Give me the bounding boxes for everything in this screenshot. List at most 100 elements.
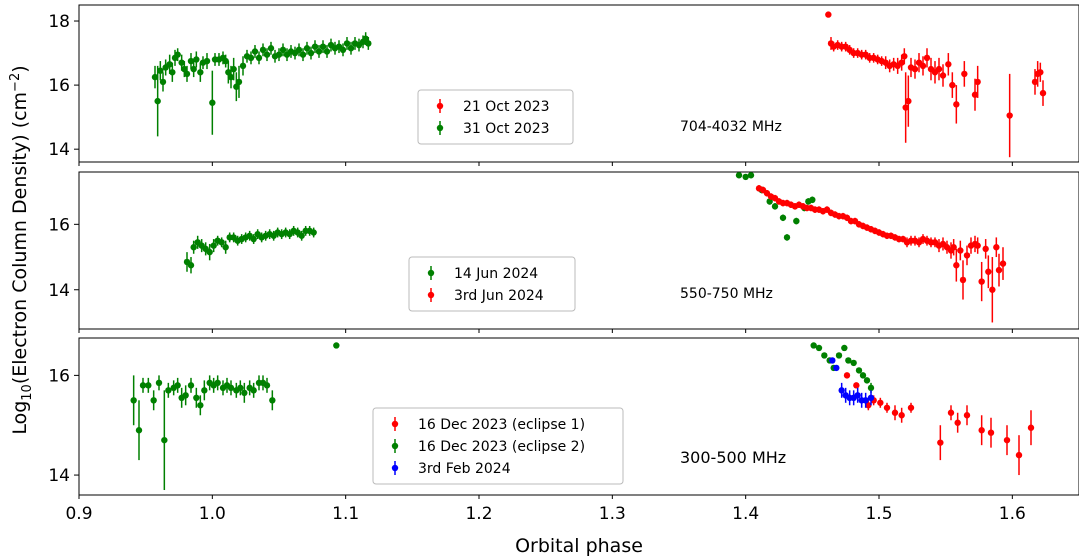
data-point xyxy=(250,235,257,243)
data-point xyxy=(989,286,996,293)
data-point xyxy=(954,419,961,426)
data-point xyxy=(949,81,956,89)
legend-marker xyxy=(436,102,444,110)
legend-frame xyxy=(372,407,624,485)
legend-entry: 31 Oct 2023 xyxy=(463,121,550,137)
data-point xyxy=(742,173,749,181)
data-point xyxy=(259,46,267,54)
data-point xyxy=(323,48,331,55)
data-point xyxy=(311,43,319,50)
data-point xyxy=(187,382,195,389)
x-tick-label: 1.5 xyxy=(865,504,892,524)
data-point xyxy=(1037,69,1044,76)
data-point xyxy=(747,172,755,179)
data-point xyxy=(771,203,779,210)
data-point xyxy=(161,436,168,444)
legend-frame xyxy=(408,256,576,312)
data-point xyxy=(269,397,276,404)
data-point xyxy=(853,382,860,389)
data-point xyxy=(961,70,968,78)
data-point xyxy=(947,409,955,416)
legend-entry: 21 Oct 2023 xyxy=(463,99,550,115)
data-point xyxy=(333,342,340,349)
data-point xyxy=(255,54,263,62)
data-point xyxy=(181,65,188,73)
legend-frame xyxy=(417,89,574,145)
data-point xyxy=(978,278,985,285)
data-point xyxy=(735,172,743,179)
data-point xyxy=(945,61,952,68)
data-point xyxy=(187,262,195,269)
x-axis-label: Orbital phase xyxy=(515,535,643,557)
panel-1: 14 16 18 704-4032 MHz 21 Oct 2023 31 Oct 2023 xyxy=(48,4,1079,166)
y-tick-label: 14 xyxy=(48,140,70,160)
data-point xyxy=(307,49,315,57)
data-point xyxy=(209,99,216,106)
band-label: 300-500 MHz xyxy=(680,448,786,467)
data-point xyxy=(833,364,840,372)
data-point xyxy=(343,40,351,47)
data-point xyxy=(1039,89,1047,97)
data-point xyxy=(950,244,957,251)
data-point xyxy=(214,379,221,387)
y-axis-label-end: ) xyxy=(9,65,31,72)
data-point xyxy=(1003,436,1011,444)
data-point xyxy=(855,367,863,374)
data-point xyxy=(891,409,899,416)
data-point xyxy=(859,372,867,379)
data-point xyxy=(985,268,992,275)
data-point xyxy=(809,196,816,204)
data-point xyxy=(310,229,317,236)
data-point xyxy=(953,262,960,269)
data-point xyxy=(779,214,787,221)
data-point xyxy=(193,394,200,402)
data-point xyxy=(815,344,823,352)
data-point xyxy=(911,65,919,73)
y-tick-label: 14 xyxy=(48,466,70,486)
data-point xyxy=(841,344,848,352)
data-point xyxy=(821,352,828,359)
data-point xyxy=(999,260,1007,267)
data-point xyxy=(279,46,287,54)
data-point xyxy=(154,97,161,105)
data-point xyxy=(135,427,143,434)
data-point xyxy=(845,357,852,364)
data-point xyxy=(155,379,163,387)
data-point xyxy=(267,45,275,52)
data-point xyxy=(303,45,311,52)
y-axis-label-superscript: −2 xyxy=(8,73,23,92)
x-axis: 0.9 1.0 1.1 1.2 1.3 1.4 1.5 1.6 xyxy=(65,504,1025,524)
data-point xyxy=(347,45,355,52)
y-tick-label: 16 xyxy=(48,366,70,386)
data-point xyxy=(953,101,960,108)
data-point xyxy=(905,97,912,105)
y-axis-label: Log10(Electron Column Density) (cm−2) xyxy=(8,65,35,434)
data-point xyxy=(130,397,137,404)
data-point xyxy=(974,78,981,86)
band-label: 550-750 MHz xyxy=(680,286,773,302)
data-point xyxy=(157,67,164,74)
series-3rd Feb 2024 xyxy=(829,357,875,408)
data-point xyxy=(907,404,915,411)
legend-marker xyxy=(427,291,435,299)
data-point xyxy=(850,359,857,367)
series-21 Oct 2023 xyxy=(825,11,1047,158)
panels: 14 16 18 704-4032 MHz 21 Oct 2023 31 Oct 2023… xyxy=(48,4,1079,499)
panel-2: 14 16 550-750 MHz 14 Jun 2024 3rd Jun 2024 xyxy=(48,171,1079,333)
data-point xyxy=(963,252,971,259)
x-tick-label: 1.1 xyxy=(332,504,359,524)
legend-marker xyxy=(391,420,399,428)
data-point xyxy=(319,43,327,50)
legend: 14 Jun 2024 3rd Jun 2024 xyxy=(408,256,576,312)
data-point xyxy=(783,234,791,241)
legend: 16 Dec 2023 (eclipse 1) 16 Dec 2023 (ecli… xyxy=(372,407,624,485)
data-point xyxy=(225,69,232,76)
x-tick-label: 1.6 xyxy=(999,504,1026,524)
data-point xyxy=(183,70,191,78)
x-tick-label: 0.9 xyxy=(65,504,92,524)
data-point xyxy=(959,276,967,284)
x-tick-label: 1.0 xyxy=(199,504,226,524)
data-point xyxy=(1006,112,1013,119)
data-point xyxy=(190,244,197,251)
data-point xyxy=(1031,78,1039,86)
